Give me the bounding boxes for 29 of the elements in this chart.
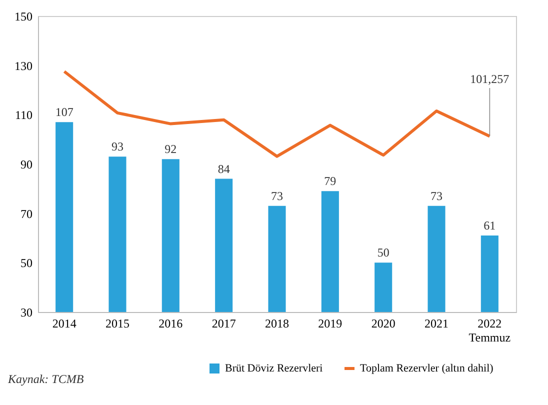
data-label: 50 — [377, 246, 390, 260]
y-tick-label: 130 — [14, 58, 32, 73]
x-tick-label: 2015 — [105, 316, 130, 330]
y-tick-label: 90 — [20, 158, 32, 172]
data-label: 73 — [271, 188, 283, 203]
data-label: 84 — [218, 162, 230, 176]
data-label: 107 — [55, 105, 74, 120]
x-tick-label: 2014 — [52, 316, 76, 330]
x-tick-label: 2016 — [158, 316, 183, 330]
x-tick-label: 2021 — [424, 316, 449, 330]
annotation: 101,257 — [470, 72, 510, 86]
x-tick-label: 2017 — [212, 316, 236, 330]
x-tick-label: 2022 Temmuz — [468, 316, 511, 344]
data-label: 79 — [324, 174, 336, 188]
y-tick-label: 150 — [14, 10, 32, 24]
y-tick-label: 110 — [14, 108, 32, 122]
x-tick-label: 2018 — [265, 316, 289, 330]
x-tick-label: 2020 — [371, 316, 396, 330]
y-tick-label: 70 — [20, 206, 32, 221]
data-label: 93 — [111, 140, 124, 154]
data-label: 92 — [164, 142, 177, 156]
data-label: 61 — [484, 218, 496, 233]
text: Kaynak: TCMB — [7, 372, 84, 386]
legend-label: Brüt Döviz Rezervleri — [225, 362, 323, 374]
y-tick-label: 30 — [20, 306, 32, 320]
data-label: 73 — [430, 188, 443, 203]
y-tick-label: 50 — [20, 256, 32, 270]
legend-label: Toplam Rezervler (altın dahil) — [360, 362, 494, 374]
x-tick-label: 2019 — [318, 316, 342, 330]
